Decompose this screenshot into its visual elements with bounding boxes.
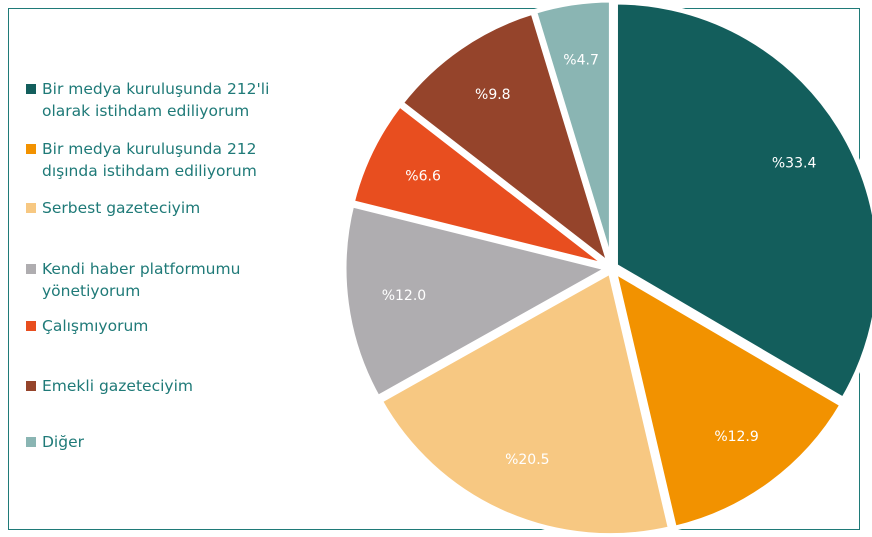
legend-label: Kendi haber platformumu yönetiyorum [42, 260, 241, 300]
legend-label: Bir medya kuruluşunda 212'li olarak isti… [42, 80, 270, 120]
legend-item: Diğer [26, 431, 317, 453]
value-label: %12.9 [714, 429, 758, 445]
legend-item: Çalışmıyorum [26, 315, 317, 337]
legend-label: Bir medya kuruluşunda 212 dışında istihd… [42, 140, 257, 180]
legend-label: Diğer [42, 433, 84, 451]
value-label: %20.5 [505, 452, 549, 468]
legend-swatch [26, 203, 36, 213]
legend-item: Emekli gazeteciyim [26, 375, 317, 397]
legend-swatch [26, 381, 36, 391]
value-label: %4.7 [563, 52, 599, 68]
legend-swatch [26, 321, 36, 331]
legend-swatch [26, 84, 36, 94]
value-label: %33.4 [772, 156, 817, 172]
pie-slice [610, 266, 846, 532]
legend-label: Serbest gazeteciyim [42, 199, 201, 217]
value-label: %6.6 [405, 168, 441, 184]
pie-slice [376, 267, 674, 537]
pie-slice [612, 0, 872, 403]
pie-slice [397, 9, 615, 272]
legend-label: Çalışmıyorum [42, 317, 149, 335]
pie-slice [531, 0, 614, 265]
legend-swatch [26, 144, 36, 154]
legend-item: Kendi haber platformumu yönetiyorum [26, 258, 317, 302]
value-label: %12.0 [382, 288, 426, 304]
legend-item: Bir medya kuruluşunda 212 dışında istihd… [26, 138, 317, 182]
value-label: %9.8 [475, 87, 511, 103]
pie-slice [349, 101, 610, 269]
legend-swatch [26, 264, 36, 274]
legend-item: Serbest gazeteciyim [26, 197, 317, 219]
legend-label: Emekli gazeteciyim [42, 377, 193, 395]
legend-item: Bir medya kuruluşunda 212'li olarak isti… [26, 78, 317, 122]
legend-swatch [26, 437, 36, 447]
pie-slice [341, 201, 615, 402]
